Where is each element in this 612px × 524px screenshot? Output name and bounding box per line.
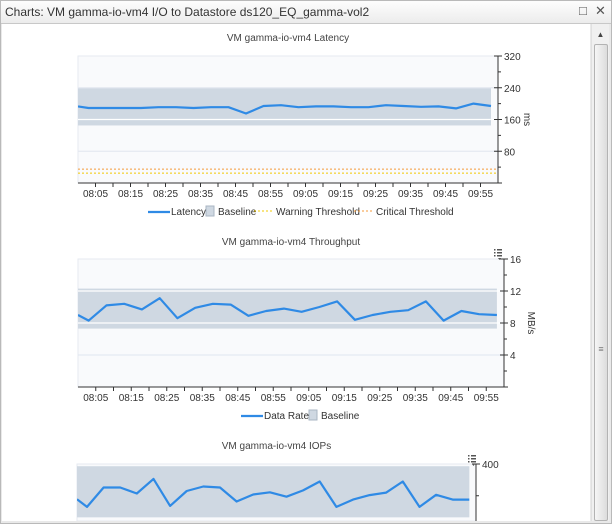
- legend-label: Warning Threshold: [276, 207, 360, 218]
- chart-menu-icon[interactable]: [468, 455, 476, 466]
- baseline-band: [77, 466, 470, 518]
- legend-label: Latency: [171, 207, 206, 218]
- legend-swatch-baseline: [308, 409, 318, 421]
- x-tick-label: 09:05: [293, 189, 318, 200]
- x-tick-label: 08:45: [225, 393, 250, 404]
- x-tick-label: 09:35: [398, 189, 423, 200]
- x-tick-label: 09:15: [332, 393, 357, 404]
- menu-bar: [471, 458, 476, 460]
- x-tick-label: 08:05: [83, 393, 108, 404]
- chart-title: VM gamma-io-vm4 Throughput: [222, 237, 360, 248]
- menu-dot: [494, 249, 496, 251]
- x-tick-label: 09:35: [403, 393, 428, 404]
- x-tick-label: 08:35: [188, 189, 213, 200]
- chart-title: VM gamma-io-vm4 Latency: [227, 33, 349, 44]
- window-title: Charts: VM gamma-io-vm4 I/O to Datastore…: [5, 5, 370, 19]
- chart-1: VM gamma-io-vm4 Throughput 4 8 12 16 MB/s 08:0…: [77, 237, 536, 422]
- legend-label: Baseline: [218, 207, 257, 218]
- x-tick-label: 08:35: [190, 393, 215, 404]
- legend-label: Baseline: [321, 411, 360, 422]
- legend-label: Data Rate: [264, 411, 309, 422]
- legend-item-data-rate[interactable]: Data Rate: [241, 411, 309, 422]
- menu-bar: [497, 252, 502, 254]
- x-tick-label: 08:45: [223, 189, 248, 200]
- x-tick-label: 08:55: [261, 393, 286, 404]
- y-tick-label: 240: [504, 84, 521, 95]
- x-tick-label: 08:05: [83, 189, 108, 200]
- menu-caret: [472, 464, 475, 466]
- legend-swatch-baseline: [205, 205, 215, 217]
- y-tick-label: 160: [504, 116, 521, 127]
- plot-content: [78, 87, 498, 174]
- chart-0: VM gamma-io-vm4 Latency 80 160 240 320 ms 08:0…: [77, 33, 532, 218]
- x-tick-label: 09:25: [367, 393, 392, 404]
- menu-bar: [471, 455, 476, 457]
- x-tick-label: 08:15: [119, 393, 144, 404]
- menu-bar: [497, 255, 502, 257]
- chart-title: VM gamma-io-vm4 IOPs: [222, 441, 331, 452]
- y-tick-label: 80: [504, 147, 516, 158]
- x-tick-label: 09:15: [328, 189, 353, 200]
- chart-2: VM gamma-io-vm4 IOPs 400: [76, 441, 499, 521]
- legend-item-critical-threshold[interactable]: Critical Threshold: [354, 207, 454, 218]
- x-tick-label: 08:15: [118, 189, 143, 200]
- maximize-icon[interactable]: □: [579, 3, 587, 18]
- menu-dot: [468, 461, 470, 463]
- close-icon[interactable]: ✕: [595, 3, 606, 18]
- title-bar: Charts: VM gamma-io-vm4 I/O to Datastore…: [1, 1, 611, 24]
- legend-item-latency[interactable]: Latency: [148, 207, 206, 218]
- legend-label: Critical Threshold: [376, 207, 454, 218]
- grip-icon: ≡: [598, 344, 604, 354]
- vertical-scrollbar[interactable]: ▲ ≡: [591, 24, 609, 521]
- x-tick-label: 09:55: [474, 393, 499, 404]
- legend-item-baseline[interactable]: Baseline: [308, 409, 360, 422]
- plot-content: [77, 466, 470, 518]
- y-tick-label: 4: [510, 351, 516, 362]
- x-tick-label: 09:45: [438, 393, 463, 404]
- x-tick-label: 09:45: [433, 189, 458, 200]
- y-tick-label: 12: [510, 287, 522, 298]
- legend-item-baseline[interactable]: Baseline: [205, 205, 257, 218]
- x-tick-label: 09:25: [363, 189, 388, 200]
- menu-bar: [471, 461, 476, 463]
- y-tick-label: 16: [510, 255, 522, 266]
- y-axis-label: ms: [521, 113, 532, 126]
- x-tick-label: 08:55: [258, 189, 283, 200]
- scrollbar-thumb[interactable]: ≡: [594, 44, 608, 521]
- y-tick-label: 8: [510, 319, 516, 330]
- x-tick-label: 09:05: [296, 393, 321, 404]
- menu-caret: [498, 258, 501, 260]
- charts-canvas: VM gamma-io-vm4 Latency 80 160 240 320 ms 08:0…: [76, 33, 536, 521]
- menu-bar: [497, 249, 502, 251]
- charts-panel: VM gamma-io-vm4 Latency 80 160 240 320 ms 08:0…: [2, 24, 590, 521]
- y-axis-label: MB/s: [525, 312, 536, 335]
- scroll-up-arrow-icon[interactable]: ▲: [596, 30, 605, 39]
- menu-dot: [494, 252, 496, 254]
- legend-item-warning-threshold[interactable]: Warning Threshold: [254, 207, 360, 218]
- x-tick-label: 08:25: [154, 393, 179, 404]
- x-tick-label: 09:55: [468, 189, 493, 200]
- y-tick-label: 400: [482, 460, 499, 471]
- chart-menu-icon[interactable]: [494, 249, 502, 260]
- menu-dot: [468, 458, 470, 460]
- series-line: [77, 477, 470, 508]
- y-tick-label: 320: [504, 52, 521, 63]
- plot-content: [78, 288, 504, 356]
- menu-dot: [494, 255, 496, 257]
- x-tick-label: 08:25: [153, 189, 178, 200]
- menu-dot: [468, 455, 470, 457]
